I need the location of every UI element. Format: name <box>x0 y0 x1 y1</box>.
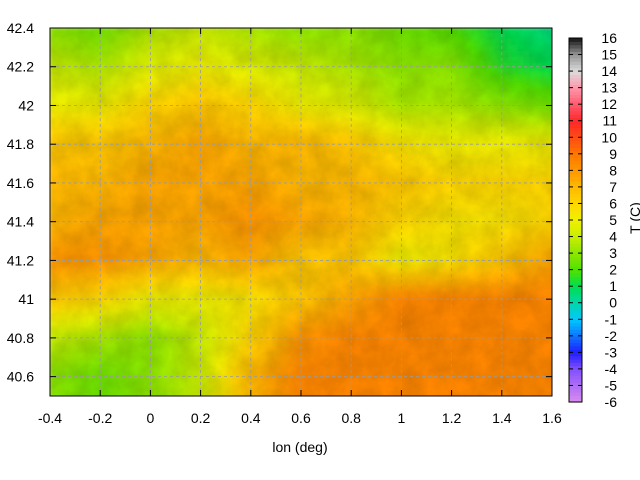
heatmap-field <box>50 28 552 396</box>
